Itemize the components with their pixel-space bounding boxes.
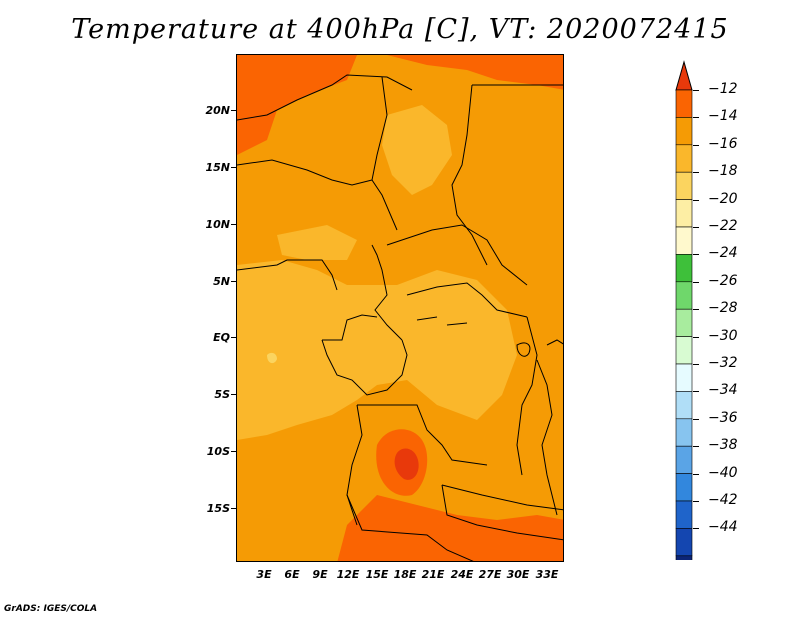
temp-band-18-20	[267, 352, 277, 364]
colorbar-tick	[693, 528, 699, 530]
lat-tick	[231, 394, 236, 395]
colorbar-tick	[693, 172, 699, 174]
colorbar-tick	[693, 199, 699, 201]
colorbar-label: −18	[708, 163, 738, 180]
map-title: Temperature at 400hPa [C], VT: 202007241…	[71, 14, 729, 45]
lon-label-12e: 12E	[336, 568, 360, 581]
grads-credit: GrADS: IGES/COLA	[4, 604, 98, 614]
lon-label-15e: 15E	[365, 568, 389, 581]
colorbar-top-arrow	[675, 60, 693, 91]
colorbar-segment	[675, 308, 693, 337]
colorbar-tick	[693, 117, 699, 119]
colorbar-segment	[675, 391, 693, 420]
colorbar-tick	[693, 446, 699, 448]
lon-label-9e: 9E	[312, 568, 328, 581]
colorbar-tick	[693, 391, 699, 393]
lat-label-5n: 5N	[213, 275, 230, 288]
lat-label-5s: 5S	[214, 388, 230, 401]
colorbar-segment	[675, 528, 693, 557]
colorbar-label: −22	[708, 218, 738, 234]
lat-label-10n: 10N	[205, 218, 230, 231]
colorbar	[675, 60, 693, 560]
colorbar-segment	[675, 144, 693, 173]
colorbar-tick	[693, 90, 699, 91]
colorbar-segment	[675, 445, 693, 474]
lat-label-eq: EQ	[213, 331, 230, 344]
lat-tick	[231, 281, 236, 282]
colorbar-segment	[675, 281, 693, 310]
colorbar-segment	[675, 363, 693, 392]
colorbar-segment	[675, 555, 693, 560]
colorbar-label: −30	[708, 327, 738, 344]
lat-tick	[231, 224, 236, 225]
lat-tick	[231, 508, 236, 509]
temp-band-16-18-north	[382, 105, 452, 195]
colorbar-tick	[693, 309, 699, 311]
colorbar-label: −44	[708, 519, 738, 536]
country-borders	[237, 74, 563, 561]
temp-band-warmest	[394, 448, 419, 480]
colorbar-tick	[693, 418, 699, 420]
colorbar-tick	[693, 281, 699, 283]
lon-label-24e: 24E	[450, 568, 474, 581]
colorbar-tick	[693, 144, 699, 146]
colorbar-tick	[693, 364, 699, 365]
colorbar-label: −38	[708, 437, 738, 454]
colorbar-label: −34	[708, 382, 738, 399]
colorbar-label: −40	[708, 464, 738, 481]
colorbar-label: −20	[708, 190, 738, 207]
temperature-map	[237, 55, 563, 561]
map-panel	[236, 54, 564, 562]
colorbar-segment	[675, 89, 693, 118]
colorbar-label: −16	[708, 135, 738, 152]
lat-tick	[231, 337, 236, 338]
lon-label-21e: 21E	[421, 568, 445, 581]
lon-label-33e: 33E	[535, 568, 559, 581]
temp-band-16-18-central	[237, 260, 517, 440]
lon-label-3e: 3E	[256, 568, 272, 581]
lon-label-6e: 6E	[284, 568, 300, 581]
colorbar-label: −14	[708, 108, 738, 125]
lat-label-20n: 20N	[205, 104, 230, 117]
lat-label-15s: 15S	[206, 502, 230, 515]
temp-band-12-14-south	[337, 495, 563, 561]
lat-tick	[231, 110, 236, 111]
colorbar-segment	[675, 254, 693, 283]
colorbar-segment	[675, 171, 693, 200]
colorbar-segment	[675, 226, 693, 255]
colorbar-label: −24	[708, 245, 738, 262]
colorbar-tick	[693, 473, 699, 475]
colorbar-tick	[693, 501, 699, 502]
colorbar-segment	[675, 418, 693, 447]
lat-tick	[231, 451, 236, 452]
temp-band-12-14-north-west	[237, 55, 357, 155]
colorbar-label: −28	[708, 300, 738, 317]
colorbar-tick	[693, 254, 699, 256]
lon-label-30e: 30E	[506, 568, 530, 581]
colorbar-label: −32	[708, 355, 738, 371]
lon-label-18e: 18E	[393, 568, 417, 581]
colorbar-segment	[675, 473, 693, 502]
temp-band-16-18-nigeria	[277, 225, 357, 260]
colorbar-segment	[675, 336, 693, 365]
lat-label-15n: 15N	[205, 161, 230, 174]
colorbar-label: −12	[708, 81, 738, 97]
colorbar-label: −36	[708, 409, 738, 426]
lat-tick	[231, 167, 236, 168]
colorbar-segment	[675, 117, 693, 146]
colorbar-label: −26	[708, 272, 738, 289]
temp-band-12-14-north	[387, 55, 563, 90]
colorbar-segment	[675, 199, 693, 228]
colorbar-label: −42	[708, 492, 738, 508]
colorbar-segment	[675, 500, 693, 529]
lon-label-27e: 27E	[478, 568, 502, 581]
colorbar-tick	[693, 227, 699, 228]
lat-label-10s: 10S	[206, 445, 230, 458]
colorbar-tick	[693, 336, 699, 338]
